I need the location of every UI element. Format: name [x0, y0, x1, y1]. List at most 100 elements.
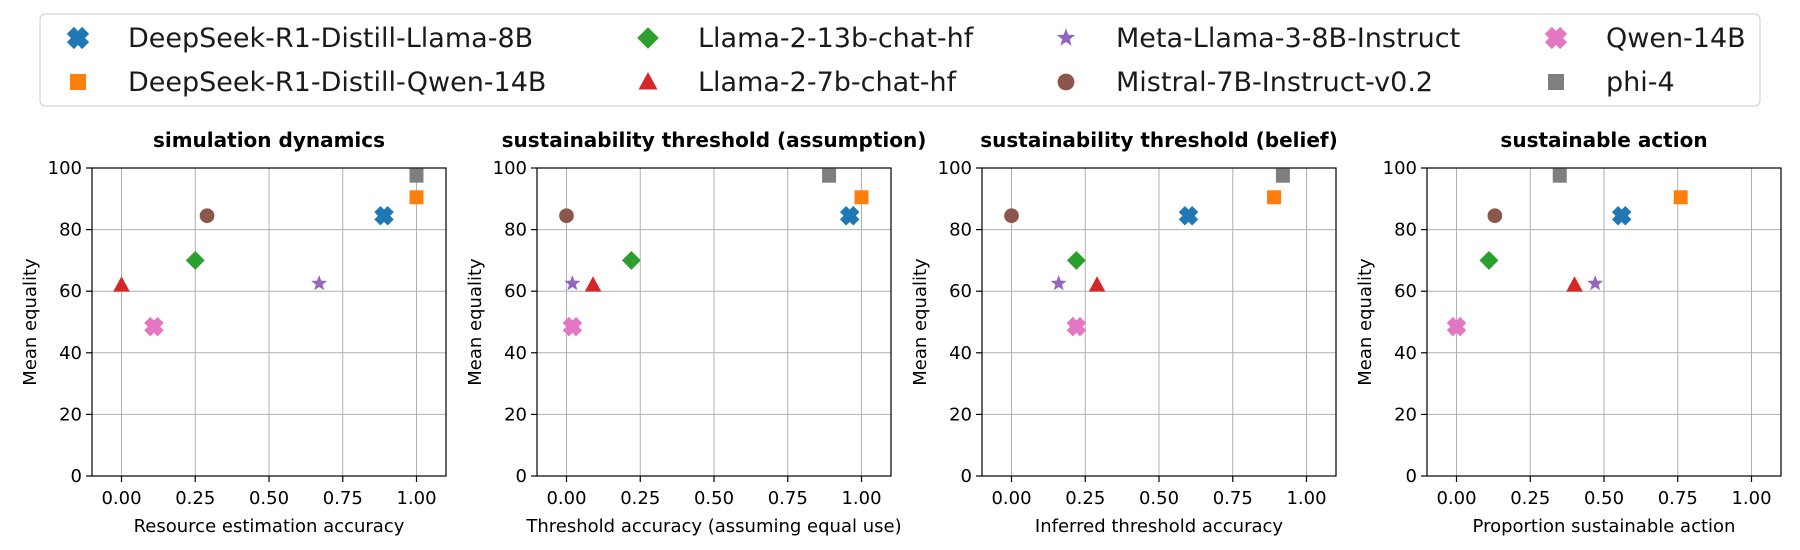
point-mistral-7b-instruct-v0-2 [199, 208, 215, 224]
panel-title: simulation dynamics [153, 128, 385, 152]
y-tick-label: 20 [504, 404, 527, 425]
y-tick-label: 100 [938, 158, 972, 179]
y-tick-label: 0 [1406, 466, 1417, 487]
point-mistral-7b-instruct-v0-2 [559, 208, 574, 224]
legend-marker-deepseek-r1-distill-qwen-14b [70, 74, 86, 90]
y-tick-label: 0 [961, 466, 972, 487]
panel-title: sustainability threshold (assumption) [502, 128, 927, 152]
point-deepseek-r1-distill-llama-8b [374, 205, 394, 226]
panel-simulation-dynamics: 0.00 0.25 0.50 0.75 1.00 0 20 40 60 80 100 simulati… [20, 128, 447, 537]
y-axis-label: Mean equality [465, 258, 486, 386]
x-tick-label: 0.00 [101, 488, 141, 509]
x-tick-label: 0.75 [768, 488, 808, 509]
x-tick-label: 0.75 [1213, 488, 1253, 509]
y-tick-label: 80 [1394, 220, 1417, 241]
legend-frame [39, 13, 1761, 107]
point-llama-2-7b-chat-hf [584, 276, 602, 292]
point-meta-llama-3-8b-instruct [311, 275, 328, 291]
point-phi-4 [1552, 168, 1567, 183]
x-tick-label: 1.00 [841, 488, 881, 509]
legend-marker-phi-4 [1548, 74, 1564, 90]
x-tick-label: 0.25 [1065, 488, 1105, 509]
y-tick-label: 60 [949, 281, 972, 302]
point-deepseek-r1-distill-llama-8b [1611, 205, 1632, 226]
point-phi-4 [1275, 168, 1290, 183]
legend-label: Llama-2-7b-chat-hf [698, 67, 958, 98]
y-axis-label: Mean equality [20, 258, 41, 386]
point-deepseek-r1-distill-qwen-14b [409, 190, 424, 205]
y-tick-label: 20 [1394, 404, 1417, 425]
y-tick-label: 60 [504, 281, 527, 302]
point-llama-2-13b-chat-hf [621, 250, 641, 270]
point-deepseek-r1-distill-qwen-14b [854, 190, 869, 205]
legend-label: Mistral-7B-Instruct-v0.2 [1116, 67, 1433, 98]
y-tick-label: 0 [516, 466, 527, 487]
x-tick-label: 0.50 [1139, 488, 1179, 509]
legend-marker-mistral-7b-instruct-v0-2 [1057, 73, 1075, 91]
panel-title: sustainable action [1500, 128, 1707, 152]
y-tick-label: 40 [504, 343, 527, 364]
x-tick-label: 0.75 [1658, 488, 1698, 509]
x-tick-label: 0.00 [1436, 488, 1476, 509]
point-mistral-7b-instruct-v0-2 [1004, 208, 1019, 224]
y-tick-label: 20 [949, 404, 972, 425]
legend-label: DeepSeek-R1-Distill-Qwen-14B [128, 67, 546, 98]
x-tick-label: 0.00 [546, 488, 586, 509]
point-deepseek-r1-distill-llama-8b [1178, 205, 1199, 226]
legend-item-llama-2-7b-chat-hf: Llama-2-7b-chat-hf [638, 67, 958, 98]
point-deepseek-r1-distill-qwen-14b [1267, 190, 1282, 205]
point-meta-llama-3-8b-instruct [1050, 275, 1067, 291]
point-qwen-14b [144, 316, 164, 337]
y-tick-label: 0 [71, 466, 82, 487]
panel-sustainability-threshold-belief: 0.00 0.25 0.50 0.75 1.00 0 20 40 60 80 100 sustaina… [910, 128, 1338, 537]
point-qwen-14b [1066, 316, 1087, 337]
point-deepseek-r1-distill-qwen-14b [1673, 190, 1688, 205]
point-phi-4 [409, 168, 424, 183]
x-axis-label: Resource estimation accuracy [134, 516, 405, 537]
y-axis-label: Mean equality [1355, 258, 1376, 386]
point-llama-2-7b-chat-hf [1088, 276, 1106, 292]
x-axis-label: Inferred threshold accuracy [1035, 516, 1283, 537]
x-tick-label: 0.50 [249, 488, 289, 509]
x-tick-label: 0.50 [694, 488, 734, 509]
legend-label: Llama-2-13b-chat-hf [698, 23, 975, 54]
point-deepseek-r1-distill-llama-8b [839, 205, 860, 226]
y-tick-label: 60 [1394, 281, 1417, 302]
point-meta-llama-3-8b-instruct [1587, 275, 1604, 291]
legend-item-qwen-14b: Qwen-14B [1544, 23, 1746, 54]
x-axis-label: Threshold accuracy (assuming equal use) [525, 516, 901, 537]
panels: 0.00 0.25 0.50 0.75 1.00 0 20 40 60 80 100 simulati… [20, 128, 1782, 537]
legend-label: Meta-Llama-3-8B-Instruct [1116, 23, 1460, 54]
legend-label: phi-4 [1606, 67, 1675, 98]
panel-sustainability-threshold-assumption: 0.00 0.25 0.50 0.75 1.00 0 20 40 60 80 100 sustaina… [465, 128, 926, 537]
x-tick-label: 0.25 [1510, 488, 1550, 509]
point-mistral-7b-instruct-v0-2 [1487, 208, 1503, 224]
legend-marker-deepseek-r1-distill-llama-8b [66, 26, 90, 50]
x-tick-label: 0.75 [323, 488, 363, 509]
legend-label: DeepSeek-R1-Distill-Llama-8B [128, 23, 533, 54]
legend-item-deepseek-r1-distill-llama-8b: DeepSeek-R1-Distill-Llama-8B [66, 23, 533, 54]
legend-item-deepseek-r1-distill-qwen-14b: DeepSeek-R1-Distill-Qwen-14B [70, 67, 546, 98]
y-tick-label: 80 [59, 220, 82, 241]
legend-item-mistral-7b-instruct-v0-2: Mistral-7B-Instruct-v0.2 [1057, 67, 1433, 98]
y-tick-label: 100 [48, 158, 82, 179]
panel-sustainable-action: 0.00 0.25 0.50 0.75 1.00 0 20 40 60 80 100 sustaina… [1355, 128, 1782, 537]
y-tick-label: 40 [59, 343, 82, 364]
x-tick-label: 1.00 [1286, 488, 1326, 509]
panel-title: sustainability threshold (belief) [980, 128, 1338, 152]
point-llama-2-7b-chat-hf [1566, 276, 1583, 292]
y-tick-label: 80 [949, 220, 972, 241]
x-tick-label: 0.50 [1584, 488, 1624, 509]
point-llama-2-13b-chat-hf [1479, 250, 1499, 270]
x-tick-label: 0.25 [175, 488, 215, 509]
legend-label: Qwen-14B [1606, 23, 1746, 54]
x-axis-label: Proportion sustainable action [1473, 516, 1736, 537]
legend-item-llama-2-13b-chat-hf: Llama-2-13b-chat-hf [637, 23, 975, 54]
x-tick-label: 1.00 [1731, 488, 1771, 509]
y-tick-label: 40 [949, 343, 972, 364]
y-tick-label: 100 [1383, 158, 1417, 179]
point-qwen-14b [1446, 316, 1467, 337]
y-tick-label: 60 [59, 281, 82, 302]
y-tick-label: 80 [504, 220, 527, 241]
legend-marker-llama-2-7b-chat-hf [638, 72, 658, 90]
